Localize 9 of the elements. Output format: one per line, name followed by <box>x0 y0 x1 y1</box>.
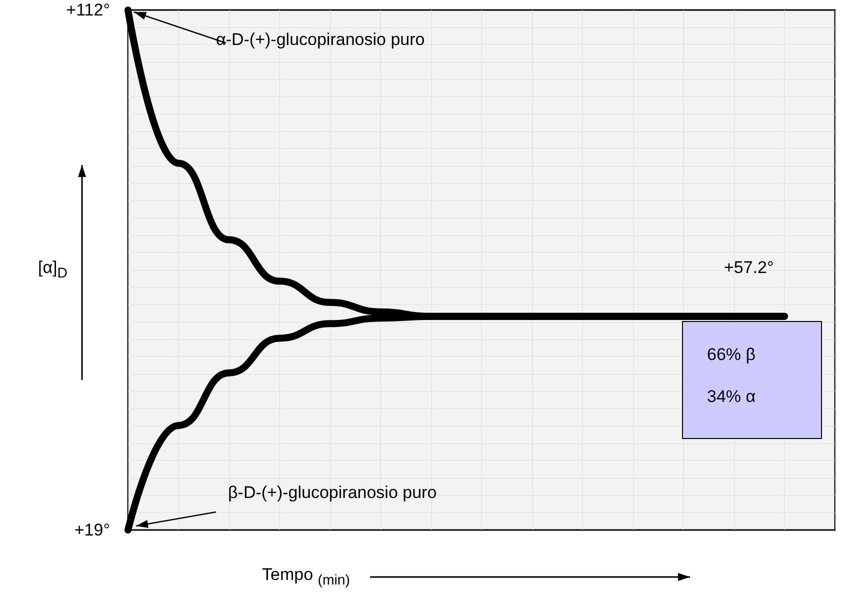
annotation: β-D-(+)-glucopiranosio puro <box>228 483 437 503</box>
y-tick-label: +19° <box>74 520 110 540</box>
y-axis-title: [α]$_{D}$ <box>38 258 68 282</box>
annotation: +57.2° <box>724 258 774 278</box>
x-axis-title: Tempo $_{(min)}$ <box>262 565 350 588</box>
annotation: 34% α <box>707 387 756 407</box>
annotation: 66% β <box>707 345 756 365</box>
y-tick-label: +112° <box>66 0 110 20</box>
annotation: α-D-(+)-glucopiranosio puro <box>216 30 425 50</box>
